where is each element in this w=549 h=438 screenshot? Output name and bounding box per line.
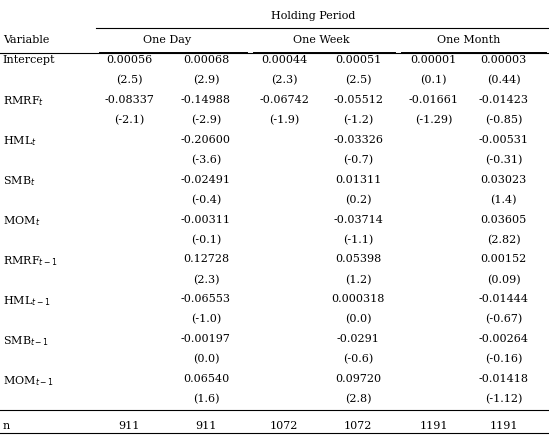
Text: (-3.6): (-3.6) (191, 155, 221, 165)
Text: 0.00056: 0.00056 (106, 55, 152, 65)
Text: 1191: 1191 (419, 421, 448, 431)
Text: 911: 911 (119, 421, 139, 431)
Text: -0.01418: -0.01418 (479, 374, 529, 384)
Text: (2.5): (2.5) (116, 75, 142, 85)
Text: 1072: 1072 (270, 421, 298, 431)
Text: -0.00531: -0.00531 (479, 134, 529, 145)
Text: SMB$_{t-1}$: SMB$_{t-1}$ (3, 334, 49, 348)
Text: (-0.7): (-0.7) (343, 155, 373, 165)
Text: (1.6): (1.6) (193, 394, 219, 405)
Text: (-0.67): (-0.67) (485, 314, 522, 325)
Text: 0.01311: 0.01311 (335, 175, 382, 184)
Text: (1.4): (1.4) (490, 194, 517, 205)
Text: -0.02491: -0.02491 (181, 175, 231, 184)
Text: 0.00051: 0.00051 (335, 55, 382, 65)
Text: Variable: Variable (3, 35, 49, 45)
Text: (2.82): (2.82) (487, 234, 520, 245)
Text: -0.00197: -0.00197 (181, 334, 231, 344)
Text: (-0.31): (-0.31) (485, 155, 523, 165)
Text: (2.5): (2.5) (345, 75, 372, 85)
Text: -0.03714: -0.03714 (333, 215, 383, 225)
Text: (-1.12): (-1.12) (485, 394, 523, 405)
Text: -0.0291: -0.0291 (337, 334, 380, 344)
Text: 0.00044: 0.00044 (261, 55, 307, 65)
Text: 0.12728: 0.12728 (183, 254, 229, 265)
Text: (1.2): (1.2) (345, 275, 372, 285)
Text: -0.01423: -0.01423 (479, 95, 529, 105)
Text: (0.09): (0.09) (487, 275, 520, 285)
Text: 1191: 1191 (490, 421, 518, 431)
Text: (-0.1): (-0.1) (191, 234, 221, 245)
Text: RMRF$_{t-1}$: RMRF$_{t-1}$ (3, 254, 58, 268)
Text: -0.06742: -0.06742 (259, 95, 309, 105)
Text: HML$_{t-1}$: HML$_{t-1}$ (3, 294, 50, 308)
Text: 0.05398: 0.05398 (335, 254, 382, 265)
Text: SMB$_t$: SMB$_t$ (3, 175, 35, 188)
Text: MOM$_t$: MOM$_t$ (3, 215, 40, 228)
Text: HML$_t$: HML$_t$ (3, 134, 37, 148)
Text: -0.08337: -0.08337 (104, 95, 154, 105)
Text: (0.44): (0.44) (487, 75, 520, 85)
Text: (2.3): (2.3) (193, 275, 219, 285)
Text: One Week: One Week (293, 35, 350, 45)
Text: 0.00001: 0.00001 (411, 55, 457, 65)
Text: 0.00068: 0.00068 (183, 55, 229, 65)
Text: (0.2): (0.2) (345, 194, 372, 205)
Text: (2.3): (2.3) (271, 75, 298, 85)
Text: (2.8): (2.8) (345, 394, 372, 405)
Text: 0.03023: 0.03023 (480, 175, 527, 184)
Text: Intercept: Intercept (3, 55, 55, 65)
Text: (-1.1): (-1.1) (343, 234, 373, 245)
Text: (0.1): (0.1) (421, 75, 447, 85)
Text: -0.14988: -0.14988 (181, 95, 231, 105)
Text: RMRF$_t$: RMRF$_t$ (3, 95, 44, 109)
Text: (0.0): (0.0) (345, 314, 372, 325)
Text: (-1.0): (-1.0) (191, 314, 221, 325)
Text: 0.00003: 0.00003 (480, 55, 527, 65)
Text: -0.20600: -0.20600 (181, 134, 231, 145)
Text: -0.03326: -0.03326 (333, 134, 383, 145)
Text: (-0.6): (-0.6) (343, 354, 373, 365)
Text: (-2.9): (-2.9) (191, 115, 221, 125)
Text: (-1.2): (-1.2) (343, 115, 373, 125)
Text: -0.05512: -0.05512 (333, 95, 383, 105)
Text: -0.01661: -0.01661 (408, 95, 459, 105)
Text: 0.00152: 0.00152 (480, 254, 527, 265)
Text: 0.000318: 0.000318 (332, 294, 385, 304)
Text: -0.00311: -0.00311 (181, 215, 231, 225)
Text: 0.09720: 0.09720 (335, 374, 382, 384)
Text: (2.9): (2.9) (193, 75, 219, 85)
Text: MOM$_{t-1}$: MOM$_{t-1}$ (3, 374, 54, 388)
Text: 0.03605: 0.03605 (480, 215, 527, 225)
Text: n: n (3, 421, 10, 431)
Text: -0.00264: -0.00264 (479, 334, 529, 344)
Text: (-1.9): (-1.9) (269, 115, 299, 125)
Text: 911: 911 (195, 421, 216, 431)
Text: -0.06553: -0.06553 (181, 294, 231, 304)
Text: (-0.4): (-0.4) (191, 194, 221, 205)
Text: (-2.1): (-2.1) (114, 115, 144, 125)
Text: (-1.29): (-1.29) (415, 115, 452, 125)
Text: Holding Period: Holding Period (271, 11, 355, 21)
Text: One Day: One Day (143, 35, 192, 45)
Text: (0.0): (0.0) (193, 354, 219, 365)
Text: (-0.85): (-0.85) (485, 115, 523, 125)
Text: 0.06540: 0.06540 (183, 374, 229, 384)
Text: 1072: 1072 (344, 421, 372, 431)
Text: -0.01444: -0.01444 (479, 294, 529, 304)
Text: (-0.16): (-0.16) (485, 354, 523, 365)
Text: One Month: One Month (437, 35, 500, 45)
